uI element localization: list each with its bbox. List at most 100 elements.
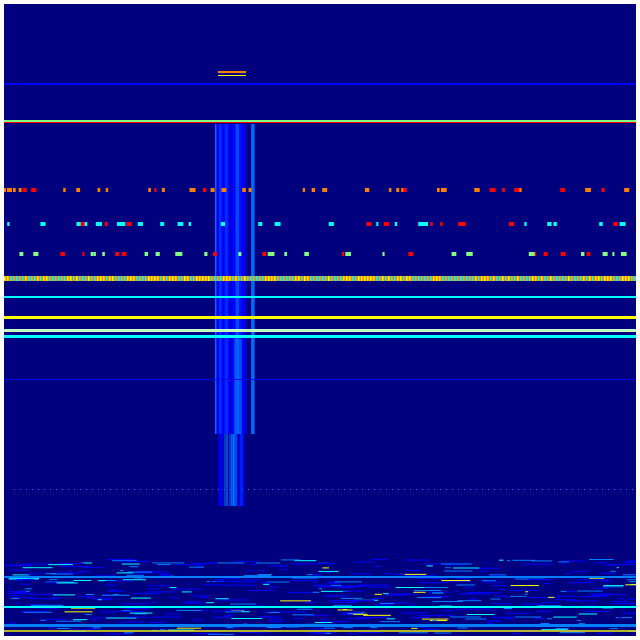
band-speckle [517, 276, 519, 281]
noise-mark [560, 590, 567, 592]
noise-mark [263, 611, 271, 613]
dotted-line [530, 489, 531, 490]
noise-mark [406, 569, 422, 571]
noise-mark [280, 600, 312, 602]
noise-mark [578, 613, 598, 615]
noise-mark [486, 620, 501, 622]
dot-row-mark [13, 188, 15, 192]
band-speckle [628, 276, 630, 281]
band-speckle [337, 276, 339, 281]
noise-mark [503, 618, 515, 620]
noise-mark [124, 572, 155, 574]
noise-mark [217, 599, 249, 601]
noise-mark [454, 591, 459, 593]
noise-mark [148, 621, 166, 623]
band-speckle [613, 276, 615, 281]
noise-mark [199, 596, 209, 598]
band-speckle [67, 276, 69, 281]
dotted-line [500, 489, 501, 490]
dotted-line [548, 489, 549, 490]
noise-mark [383, 593, 389, 595]
band-speckle [118, 276, 120, 281]
dot-row-mark [82, 222, 88, 226]
dot-row-mark [528, 252, 535, 256]
dot-row-mark [176, 252, 183, 256]
dot-row-mark [524, 222, 527, 226]
band-speckle [43, 276, 45, 281]
dot-row-mark [328, 222, 334, 226]
noise-mark [338, 586, 363, 588]
noise-mark [23, 611, 52, 613]
noise-mark [49, 578, 57, 580]
noise-mark [116, 610, 145, 612]
band-speckle [196, 276, 198, 281]
dot-row-mark [514, 188, 520, 192]
dotted-line [296, 489, 297, 490]
noise-mark [233, 581, 256, 583]
dot-row-mark [382, 252, 385, 256]
noise-mark [625, 584, 636, 586]
noise-mark [305, 615, 330, 617]
noise-mark [64, 611, 93, 613]
noise-mark [533, 617, 544, 619]
band-speckle [520, 276, 522, 281]
noise-mark [306, 631, 336, 633]
noise-mark [469, 567, 501, 569]
dotted-line [152, 489, 153, 490]
noise-mark [528, 579, 554, 581]
noise-mark [374, 593, 383, 595]
band-speckle [301, 276, 303, 281]
dot-row-mark [267, 252, 273, 256]
noise-mark [409, 604, 416, 606]
noise-mark [230, 603, 256, 605]
noise-mark [16, 579, 23, 581]
dotted-line [476, 489, 477, 490]
band-speckle [79, 276, 81, 281]
dotted-line [506, 489, 507, 490]
dot-row-mark [19, 252, 24, 256]
noise-mark [395, 586, 424, 588]
band-speckle [397, 276, 399, 281]
dotted-line [338, 489, 339, 490]
band-speckle [580, 276, 582, 281]
noise-mark [126, 574, 145, 576]
dotted-line [596, 489, 597, 490]
noise-mark [622, 574, 636, 576]
noise-mark [540, 602, 544, 604]
noise-mark [127, 571, 153, 573]
noise-mark [92, 619, 98, 621]
band-speckle [121, 276, 123, 281]
dot-row-mark [274, 222, 281, 226]
noise-mark [281, 569, 289, 571]
noise-mark [355, 632, 383, 634]
noise-mark [191, 595, 210, 597]
dotted-line [284, 489, 285, 490]
noise-mark [176, 627, 202, 629]
noise-mark [242, 579, 263, 581]
noise-mark [12, 574, 30, 576]
noise-mark [45, 582, 59, 584]
noise-mark [404, 575, 436, 577]
band-speckle [28, 276, 30, 281]
noise-mark [556, 595, 577, 597]
noise-mark [61, 566, 89, 568]
band-speckle [100, 276, 102, 281]
dot-row-mark [460, 222, 466, 226]
band-speckle [634, 276, 636, 281]
band-speckle [394, 276, 396, 281]
noise-mark [378, 616, 389, 618]
noise-mark [615, 617, 633, 619]
noise-mark [618, 598, 624, 600]
dotted-line [116, 489, 117, 490]
band-speckle [547, 276, 549, 281]
noise-mark [73, 619, 88, 621]
dot-row-mark [364, 188, 370, 192]
dotted-line [80, 489, 81, 490]
band-speckle [316, 276, 318, 281]
dotted-line [314, 489, 315, 490]
noise-mark [446, 581, 472, 583]
noise-mark [201, 609, 208, 611]
band-speckle [124, 276, 126, 281]
band-speckle [361, 276, 363, 281]
